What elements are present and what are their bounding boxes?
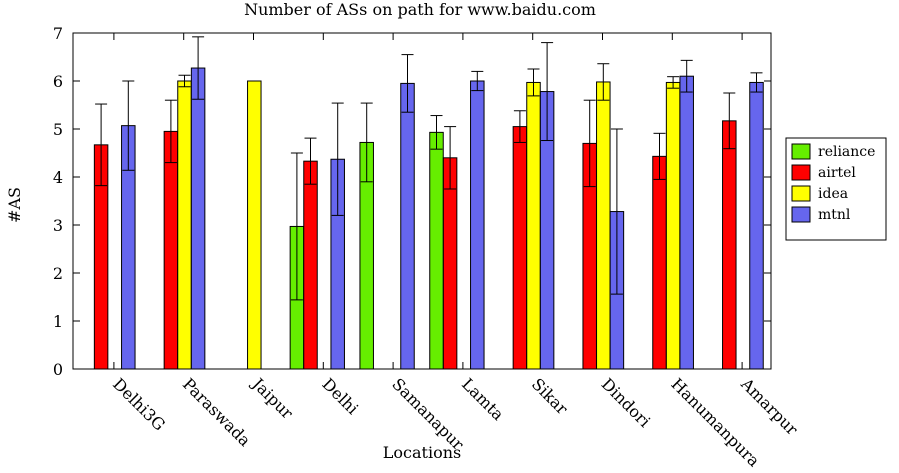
x-tick-label: Dindori [598,374,654,430]
bar-airtel [512,126,528,370]
y-tick-label: 7 [53,24,63,43]
bar-idea [526,81,541,370]
y-axis-label: #AS [5,187,24,223]
bar-airtel [652,155,667,370]
bar-idea [596,81,611,370]
bar-idea [177,80,192,370]
bar-airtel [722,120,737,370]
legend: reliance airtel idea mtnl [785,137,887,241]
x-tick-label: Jaipur [247,373,297,423]
y-tick-label: 0 [53,360,63,379]
x-tick-label: Lamta [458,374,508,424]
x-axis-label: Locations [383,443,461,462]
legend-swatch-airtel [791,164,811,181]
bar-airtel [303,160,318,370]
bar-mtnl [749,81,764,370]
y-tick-label: 2 [53,264,63,283]
plot-frame [72,32,772,370]
x-tick-label: Paraswada [179,374,255,450]
bar-reliance [429,131,444,370]
x-tick-label: Delhi [318,374,362,418]
y-tick-label: 3 [53,216,63,235]
bar-idea [247,80,262,370]
legend-swatch-mtnl [791,206,811,223]
bar-mtnl [190,67,206,370]
y-tick-label: 4 [53,168,63,187]
x-tick-label: Amarpur [737,374,802,439]
bar-airtel [163,130,179,370]
chart-title: Number of ASs on path for www.baidu.com [244,0,596,19]
bar-idea [665,81,681,370]
y-tick-label: 6 [53,72,63,91]
bar-mtnl [679,75,694,370]
y-tick-label: 5 [53,120,63,139]
legend-label-mtnl: mtnl [818,207,851,223]
legend-swatch-idea [791,185,811,202]
bar-mtnl [400,82,415,370]
legend-label-idea: idea [818,186,848,202]
legend-label-reliance: reliance [818,144,875,160]
x-tick-label: Delhi3G [109,374,169,434]
bar-mtnl [470,80,485,370]
legend-label-airtel: airtel [818,165,856,181]
x-tick-label: Sikar [528,374,572,418]
y-tick-label: 1 [53,312,63,331]
legend-swatch-reliance [791,143,811,160]
